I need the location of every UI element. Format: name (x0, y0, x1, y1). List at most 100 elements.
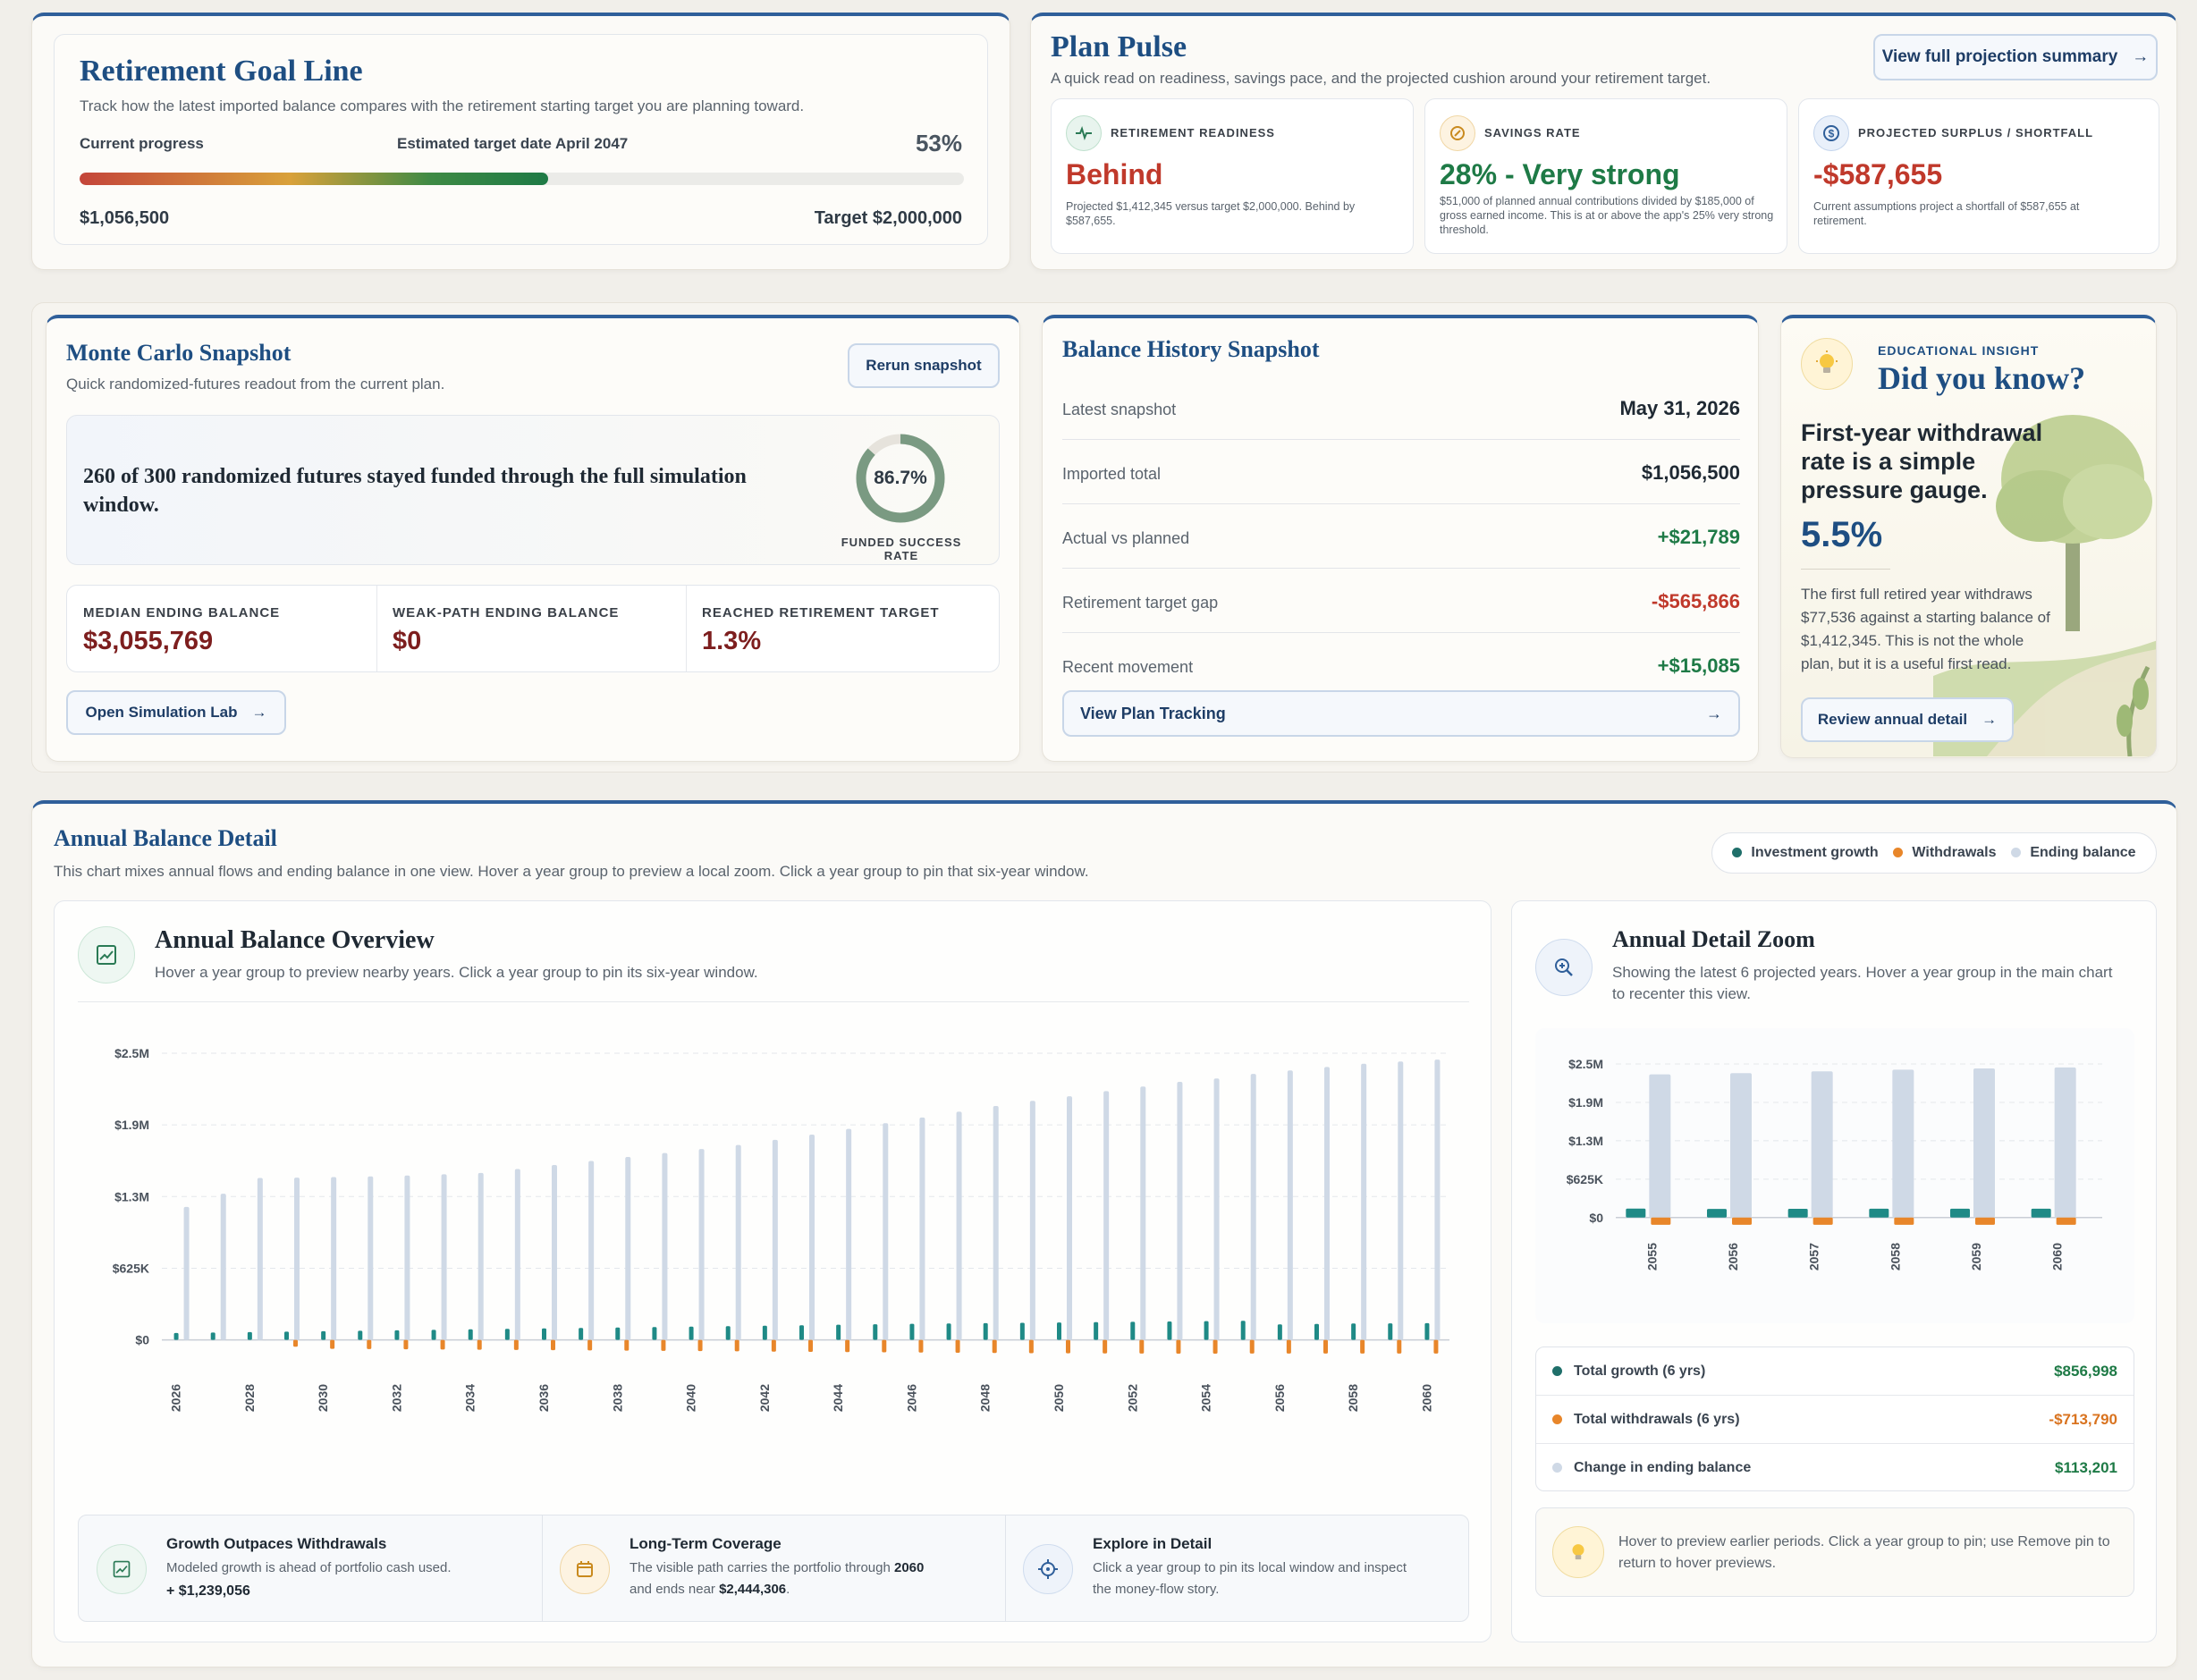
monte-summary-card: 260 of 300 randomized futures stayed fun… (66, 415, 1000, 565)
ending-balance-bar (477, 1172, 484, 1340)
insight-eyebrow: EDUCATIONAL INSIGHT (1878, 343, 2040, 358)
x-tick-label: 2046 (904, 1384, 918, 1412)
explore-insight-line2: the money-flow story. (1093, 1582, 1220, 1597)
history-row-value: $1,056,500 (1641, 461, 1740, 484)
overview-card: Annual Balance Overview Hover a year gro… (54, 900, 1491, 1642)
surplus-card: $ PROJECTED SURPLUS / SHORTFALL -$587,65… (1798, 98, 2159, 254)
growth-bar (799, 1325, 804, 1340)
lightbulb-icon (1552, 1526, 1604, 1578)
withdrawal-bar (845, 1339, 850, 1353)
withdrawal-bar (1360, 1339, 1365, 1354)
x-tick-label: 2060 (2050, 1243, 2065, 1271)
progress-label: Current progress (80, 135, 204, 152)
savings-rate-card: SAVINGS RATE 28% - Very strong $51,000 o… (1424, 98, 1787, 254)
arrow-right-icon: → (251, 704, 267, 721)
withdrawal-bar (1066, 1339, 1070, 1354)
open-simulation-lab-button[interactable]: Open Simulation Lab → (66, 690, 286, 735)
growth-dot (1552, 1366, 1562, 1376)
x-tick-label: 2042 (757, 1384, 772, 1412)
growth-bar (836, 1324, 841, 1340)
insight-value: 5.5% (1801, 515, 1883, 554)
rerun-snapshot-button[interactable]: Rerun snapshot (848, 343, 1000, 388)
pulse-subtitle: A quick read on readiness, savings pace,… (1051, 70, 1711, 87)
ending-balance-bar (1892, 1069, 1914, 1218)
withdrawal-bar (1028, 1339, 1034, 1354)
arrow-right-icon: → (1706, 704, 1722, 722)
ending-balance-bar (1973, 1068, 1995, 1218)
ending-balance-bar (1177, 1082, 1183, 1340)
savings-rate-value: 28% - Very strong (1440, 158, 1680, 190)
growth-bar (1707, 1209, 1727, 1218)
legend-ending-balance[interactable]: Ending balance (2011, 845, 2136, 861)
growth-bar (1869, 1208, 1889, 1218)
zoom-totals: Total growth (6 yrs) $856,998 Total with… (1535, 1347, 2134, 1491)
explore-insight-title: Explore in Detail (1093, 1535, 1213, 1552)
current-balance: $1,056,500 (80, 208, 170, 228)
legend-withdrawals[interactable]: Withdrawals (1893, 845, 1997, 861)
weak-path-label: WEAK-PATH ENDING BALANCE (393, 605, 620, 621)
history-row: Latest snapshot May 31, 2026 (1062, 376, 1740, 440)
withdrawal-bar (918, 1339, 924, 1353)
growth-bar (1277, 1324, 1282, 1340)
x-tick-label: 2048 (978, 1384, 993, 1412)
growth-bar (1626, 1208, 1646, 1218)
legend-investment-growth[interactable]: Investment growth (1732, 845, 1879, 861)
withdrawal-bar (330, 1339, 335, 1349)
withdrawal-bar (808, 1339, 813, 1352)
history-row-label: Retirement target gap (1062, 594, 1219, 612)
x-tick-label: 2026 (169, 1384, 183, 1412)
zoom-card: Annual Detail Zoom Showing the latest 6 … (1511, 900, 2157, 1642)
withdrawal-bar (1176, 1339, 1181, 1354)
ending-balance-bar (625, 1157, 631, 1340)
summary-button-label: View full projection summary (1881, 47, 2118, 66)
ending-balance-bar (220, 1194, 226, 1340)
view-plan-tracking-button[interactable]: View Plan Tracking → (1062, 690, 1740, 737)
ending-balance-bar (1398, 1061, 1404, 1340)
x-tick-label: 2058 (1888, 1243, 1902, 1271)
ending-balance-bar (883, 1123, 889, 1340)
coverage-insight-line2: and ends near $2,444,306. (630, 1582, 790, 1597)
growth-bar (1351, 1323, 1356, 1340)
history-row: Imported total $1,056,500 (1062, 440, 1740, 504)
x-tick-label: 2058 (1346, 1384, 1360, 1412)
history-row: Recent movement +$15,085 (1062, 633, 1740, 697)
overview-chart[interactable]: $0 $625K $1.3M $1.9M $2.5M 2026 2028 2030 2032 20… (55, 1017, 1492, 1465)
growth-bar (725, 1326, 731, 1340)
x-tick-label: 2050 (1052, 1384, 1066, 1412)
withdrawal-bar (771, 1339, 776, 1352)
surplus-value: -$587,655 (1813, 158, 1943, 190)
zoom-subtitle: Showing the latest 6 projected years. Ho… (1612, 964, 2113, 1002)
ending-balance-bar (662, 1152, 668, 1340)
coverage-insight-line1: The visible path carries the portfolio t… (630, 1560, 925, 1575)
growth-bar (1314, 1323, 1319, 1340)
arrow-right-icon: → (1982, 711, 1998, 728)
ending-balance-bar (993, 1105, 999, 1340)
withdrawal-bar (955, 1339, 960, 1353)
readiness-note: Projected $1,412,345 versus target $2,00… (1066, 200, 1356, 227)
x-tick-label: 2034 (463, 1384, 477, 1412)
y-tick-label: $0 (135, 1333, 149, 1347)
x-tick-label: 2059 (1969, 1243, 1983, 1271)
ending-balance-bar (772, 1139, 778, 1340)
median-ending-value: $3,055,769 (83, 627, 214, 655)
growth-bar (909, 1323, 915, 1340)
withdrawal-bar (477, 1339, 482, 1350)
ending-balance-bar (331, 1177, 337, 1340)
view-projection-summary-button[interactable]: View full projection summary → (1873, 34, 2158, 80)
growth-bar (2031, 1208, 2051, 1218)
withdrawal-bar (624, 1339, 630, 1351)
review-annual-detail-button[interactable]: Review annual detail → (1801, 697, 2014, 742)
balance-dot (1552, 1463, 1562, 1473)
ending-balance-bar (1811, 1071, 1833, 1218)
zoom-chart[interactable]: $0 $625K $1.3M $1.9M $2.5M 2055 2056 2057 2058 20… (1535, 1028, 2134, 1323)
ending-balance-bar (404, 1175, 410, 1340)
savings-rate-note: $51,000 of planned annual contributions … (1440, 195, 1774, 236)
growth-bar (946, 1323, 951, 1340)
reached-target-value: 1.3% (702, 627, 762, 655)
zoom-title: Annual Detail Zoom (1612, 926, 1815, 952)
ending-balance-bar (552, 1165, 557, 1340)
weak-path-value: $0 (393, 627, 422, 655)
growth-bar (1424, 1322, 1430, 1340)
monte-summary-text: 260 of 300 randomized futures stayed fun… (83, 465, 747, 517)
growth-bar (394, 1330, 400, 1340)
